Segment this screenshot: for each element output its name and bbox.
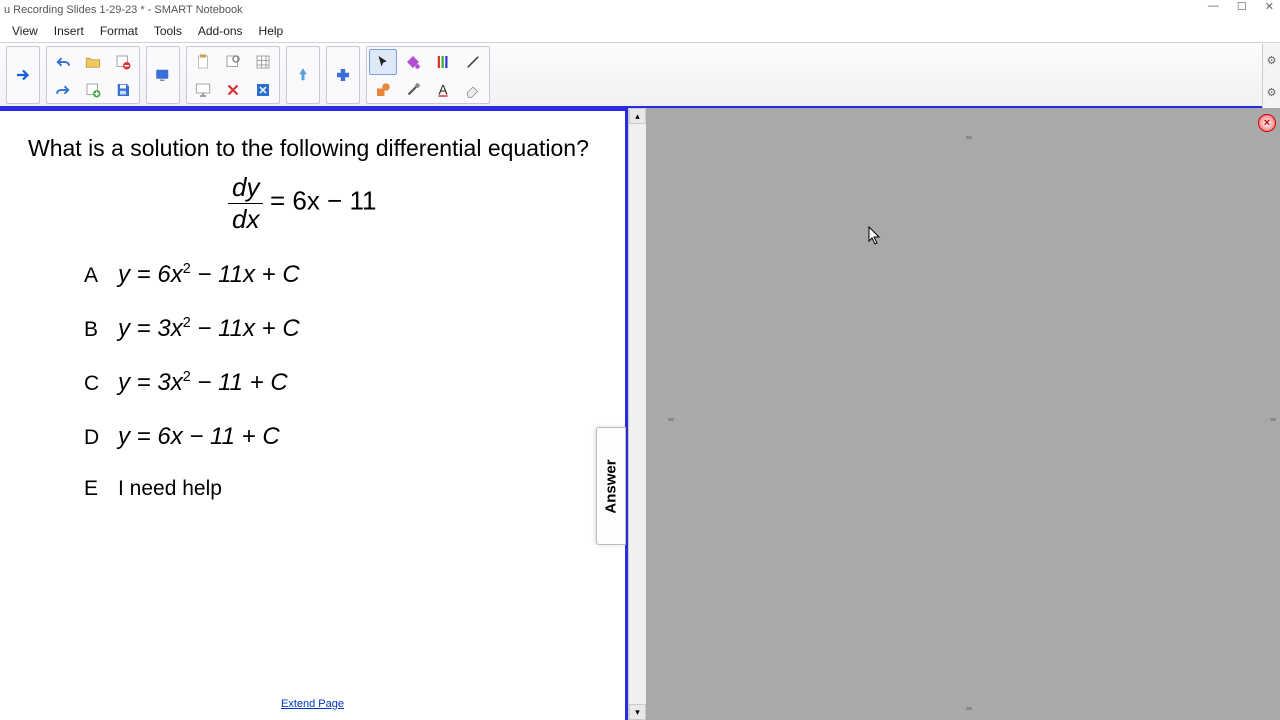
toolbar: A [0,42,1280,108]
measurement-group [286,46,320,104]
gear-icon-2[interactable]: ⚙ [1267,86,1277,99]
menu-view[interactable]: View [4,22,46,40]
redo-button[interactable] [49,77,77,103]
addon-button[interactable] [329,62,357,88]
tool-select-group: A [366,46,490,104]
select-tool-button[interactable] [369,49,397,75]
scroll-up-icon[interactable]: ▴ [629,108,646,124]
scroll-down-icon[interactable]: ▾ [629,704,646,720]
smart-block-button[interactable] [249,77,277,103]
gray-pane[interactable]: × [646,108,1280,720]
close-icon[interactable]: × [1258,114,1276,132]
slide-scrollbar[interactable]: ▴ ▾ [628,108,646,720]
title-bar: u Recording Slides 1-29-23 * - SMART Not… [0,0,1280,20]
option-a: Ay = 6x2 − 11x + C [84,261,609,289]
menu-insert[interactable]: Insert [46,22,92,40]
option-b: By = 3x2 − 11x + C [84,315,609,343]
options-list: Ay = 6x2 − 11x + C By = 3x2 − 11x + C Cy… [84,261,609,501]
window-controls: — ☐ ✕ [1208,0,1274,13]
gear-icon[interactable]: ⚙ [1267,54,1277,67]
file-group [46,46,140,104]
handle-dot[interactable] [966,707,972,710]
cursor-icon [868,226,882,251]
next-slide-button[interactable] [9,62,37,88]
maximize-button[interactable]: ☐ [1237,0,1247,13]
document-camera-button[interactable] [219,49,247,75]
measurement-button[interactable] [289,62,317,88]
equation: dydx = 6x − 11 [228,172,609,235]
answer-tab[interactable]: Answer [596,427,626,545]
slide-pane[interactable]: What is a solution to the following diff… [0,108,628,720]
minimize-button[interactable]: — [1208,0,1219,13]
presentation-button[interactable] [189,77,217,103]
table-button[interactable] [249,49,277,75]
extend-page-link[interactable]: Extend Page [281,698,344,710]
screen-group [146,46,180,104]
magic-pen-button[interactable] [399,77,427,103]
option-c: Cy = 3x2 − 11 + C [84,369,609,397]
menu-format[interactable]: Format [92,22,146,40]
menu-addons[interactable]: Add-ons [190,22,251,40]
menu-bar: View Insert Format Tools Add-ons Help [0,20,1280,42]
fill-tool-button[interactable] [399,49,427,75]
text-tool-button[interactable]: A [429,77,457,103]
delete-button[interactable] [219,77,247,103]
question-text: What is a solution to the following diff… [28,135,609,162]
close-button[interactable]: ✕ [1265,0,1274,13]
new-slide-button[interactable] [79,77,107,103]
nav-group [6,46,40,104]
save-button[interactable] [109,77,137,103]
side-gear-panel: ⚙ ⚙ [1262,44,1280,108]
paste-button[interactable] [189,49,217,75]
handle-dot[interactable] [1270,418,1276,421]
handle-dot[interactable] [966,136,972,139]
window-title: u Recording Slides 1-29-23 * - SMART Not… [4,4,243,16]
menu-tools[interactable]: Tools [146,22,190,40]
option-d: Dy = 6x − 11 + C [84,423,609,451]
undo-button[interactable] [49,49,77,75]
line-tool-button[interactable] [459,49,487,75]
addon-group [326,46,360,104]
eraser-button[interactable] [459,77,487,103]
shape-tool-button[interactable] [369,77,397,103]
handle-dot[interactable] [668,418,674,421]
option-e: EI need help [84,477,609,501]
screen-capture-button[interactable] [149,62,177,88]
pens-button[interactable] [429,49,457,75]
open-button[interactable] [79,49,107,75]
workspace: What is a solution to the following diff… [0,108,1280,720]
edit-group [186,46,280,104]
menu-help[interactable]: Help [251,22,292,40]
delete-slide-button[interactable] [109,49,137,75]
